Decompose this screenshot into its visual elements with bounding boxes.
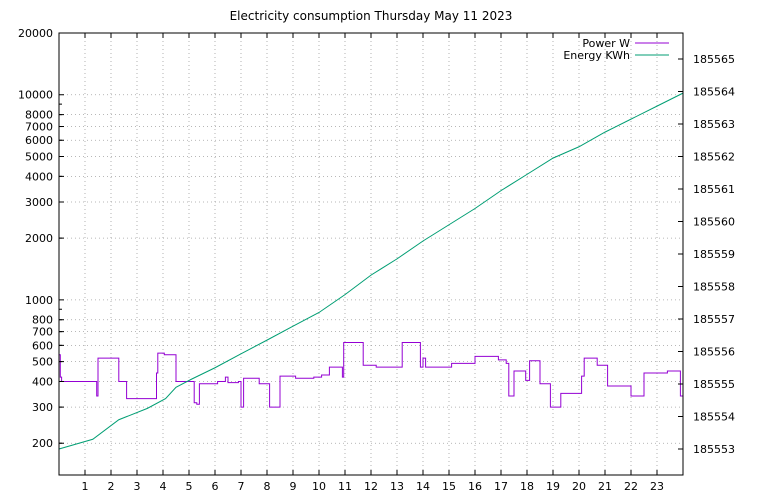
chart-title: Electricity consumption Thursday May 11 … xyxy=(230,9,513,23)
y-right-tick-label: 185564 xyxy=(693,86,735,99)
y-left-tick-label: 500 xyxy=(32,356,53,369)
y-left-tick-label: 2000 xyxy=(25,232,53,245)
y-left-tick-label: 8000 xyxy=(25,109,53,122)
x-tick-label: 8 xyxy=(264,480,271,493)
legend-label-energy: Energy KWh xyxy=(563,49,630,62)
x-tick-label: 5 xyxy=(186,480,193,493)
series-layer xyxy=(58,92,684,450)
y-right-tick-label: 185565 xyxy=(693,53,735,66)
y-left-tick-label: 600 xyxy=(32,339,53,352)
x-tick-label: 2 xyxy=(108,480,115,493)
x-tick-label: 17 xyxy=(494,480,508,493)
x-tick-label: 14 xyxy=(416,480,430,493)
x-tick-label: 21 xyxy=(598,480,612,493)
x-tick-label: 10 xyxy=(312,480,326,493)
x-tick-label: 19 xyxy=(546,480,560,493)
y-left-tick-label: 700 xyxy=(32,326,53,339)
y-left-tick-label: 800 xyxy=(32,314,53,327)
x-tick-label: 4 xyxy=(160,480,167,493)
series-power-line xyxy=(59,341,683,408)
legend: Power W Energy KWh xyxy=(563,37,669,62)
x-tick-label: 11 xyxy=(338,480,352,493)
y-left-tick-label: 200 xyxy=(32,437,53,450)
y-right-tick-label: 185556 xyxy=(693,346,735,359)
legend-label-power: Power W xyxy=(582,37,630,50)
y-left-tick-label: 3000 xyxy=(25,196,53,209)
y-right-tick-label: 185562 xyxy=(693,151,735,164)
series-energy-line xyxy=(58,92,684,450)
y-right-tick-label: 185559 xyxy=(693,248,735,261)
y-right-tick-label: 185553 xyxy=(693,443,735,456)
y-right-tick-label: 185555 xyxy=(693,378,735,391)
y-right-tick-label: 185558 xyxy=(693,281,735,294)
x-tick-label: 12 xyxy=(364,480,378,493)
x-tick-label: 6 xyxy=(212,480,219,493)
y-left-tick-label: 10000 xyxy=(18,89,53,102)
y-left-tick-label: 5000 xyxy=(25,150,53,163)
ticks: 1 2 3 4 5 6 7 8 9 10 11 12 13 14 15 16 17 18 19 20 21 22 23200… xyxy=(18,27,735,493)
x-tick-label: 15 xyxy=(442,480,456,493)
y-right-tick-label: 185554 xyxy=(693,411,735,424)
x-tick-label: 1 xyxy=(82,480,89,493)
x-tick-label: 18 xyxy=(520,480,534,493)
y-left-tick-label: 300 xyxy=(32,401,53,414)
y-right-tick-label: 185563 xyxy=(693,118,735,131)
x-tick-label: 16 xyxy=(468,480,482,493)
x-tick-label: 7 xyxy=(238,480,245,493)
x-tick-label: 13 xyxy=(390,480,404,493)
y-left-tick-label: 400 xyxy=(32,375,53,388)
grid xyxy=(59,33,683,475)
y-left-tick-label: 7000 xyxy=(25,121,53,134)
x-tick-label: 20 xyxy=(572,480,586,493)
y-right-tick-label: 185560 xyxy=(693,216,735,229)
y-left-tick-label: 1000 xyxy=(25,294,53,307)
y-left-tick-label: 20000 xyxy=(18,27,53,40)
x-tick-label: 3 xyxy=(134,480,141,493)
y-right-tick-label: 185557 xyxy=(693,313,735,326)
x-tick-label: 9 xyxy=(290,480,297,493)
y-right-tick-label: 185561 xyxy=(693,183,735,196)
y-left-tick-label: 6000 xyxy=(25,134,53,147)
x-tick-label: 22 xyxy=(624,480,638,493)
x-tick-label: 23 xyxy=(650,480,664,493)
y-left-tick-label: 4000 xyxy=(25,170,53,183)
